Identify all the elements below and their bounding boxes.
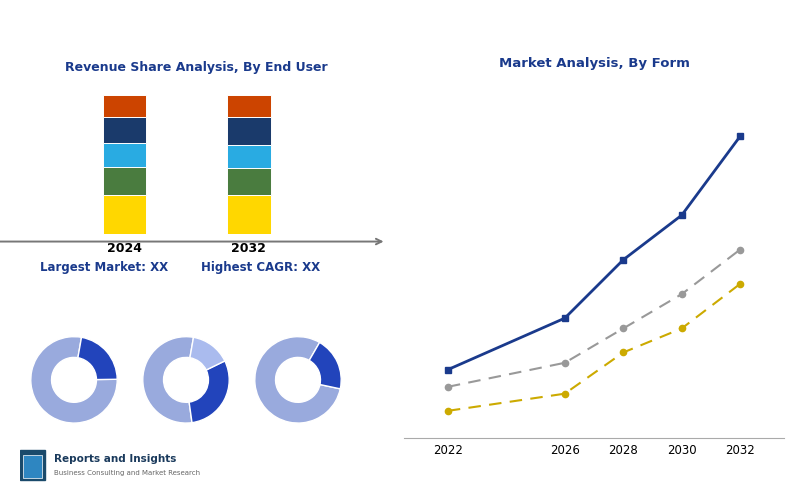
Text: GLOBAL HYDROGEN ENERGY STORAGE MARKET SEGMENT ANALYSIS: GLOBAL HYDROGEN ENERGY STORAGE MARKET SE… [10, 23, 570, 38]
Bar [227, 145, 270, 169]
Text: Business Consulting and Market Research: Business Consulting and Market Research [54, 469, 201, 476]
Bar [102, 167, 146, 195]
Bar [227, 117, 270, 145]
Wedge shape [31, 337, 117, 423]
Bar [22, 455, 42, 478]
Bar [102, 94, 146, 117]
Title: Revenue Share Analysis, By End User: Revenue Share Analysis, By End User [65, 61, 327, 74]
Text: Highest CAGR: XX: Highest CAGR: XX [201, 262, 320, 274]
Wedge shape [189, 361, 230, 423]
Wedge shape [310, 342, 341, 389]
Bar [227, 169, 270, 195]
Bar [102, 117, 146, 143]
Text: Largest Market: XX: Largest Market: XX [40, 262, 168, 274]
Wedge shape [255, 337, 340, 423]
Text: Reports and Insights: Reports and Insights [54, 454, 177, 464]
Bar [227, 94, 270, 117]
Bar [102, 195, 146, 234]
Bar [102, 143, 146, 167]
Title: Market Analysis, By Form: Market Analysis, By Form [498, 57, 690, 70]
Bar [227, 195, 270, 234]
Wedge shape [143, 337, 194, 423]
Bar [20, 450, 45, 480]
Wedge shape [78, 337, 117, 379]
Wedge shape [190, 337, 225, 370]
